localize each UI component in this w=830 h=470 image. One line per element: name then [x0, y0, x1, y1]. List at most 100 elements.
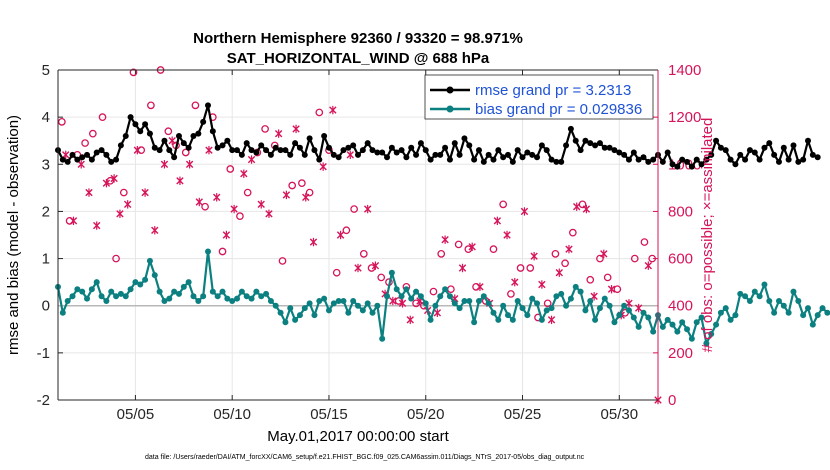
rmse-point — [475, 147, 482, 154]
bias-point — [379, 335, 386, 342]
bias-point — [645, 314, 652, 321]
bias-point — [717, 309, 724, 316]
rmse-point — [301, 151, 308, 158]
rmse-point — [74, 156, 81, 163]
obs-possible-marker — [394, 297, 403, 305]
rmse-point — [659, 158, 666, 165]
rmse-point — [229, 147, 236, 154]
bias-point — [650, 328, 657, 335]
rmse-point — [751, 149, 758, 156]
obs-assimilated-marker — [565, 244, 573, 254]
obs-assimilated-marker — [133, 145, 142, 155]
bias-point — [805, 305, 811, 312]
bias-point — [321, 295, 328, 302]
bias-point — [475, 298, 482, 304]
rmse-point — [127, 114, 134, 121]
bias-point — [413, 288, 420, 295]
x-ticks: 05/05 05/10 05/15 05/20 05/25 05/30 — [117, 70, 638, 423]
rmse-point — [761, 144, 768, 151]
bias-point — [185, 279, 192, 286]
bias-point — [780, 302, 787, 309]
rmse-point — [296, 144, 303, 151]
rmse-point — [495, 147, 502, 154]
bias-point — [751, 288, 758, 295]
rmse-point — [742, 156, 749, 163]
obs-possible-marker — [586, 275, 595, 284]
obs-assimilated-marker — [77, 160, 85, 169]
bias-point — [824, 309, 830, 316]
rmse-point — [785, 156, 792, 163]
rmse-point — [722, 147, 729, 154]
rmse-point — [645, 158, 652, 165]
bias-point — [166, 295, 173, 302]
rmse-point — [616, 149, 623, 156]
bias-point — [679, 319, 686, 326]
rmse-point — [253, 149, 260, 156]
bias-point — [790, 288, 797, 295]
legend-rmse-label: rmse grand pr = 3.2313 — [475, 82, 631, 99]
rmse-point — [325, 144, 332, 151]
bias-point — [127, 286, 134, 293]
obs-possible-marker — [464, 245, 473, 253]
rmse-point — [461, 135, 468, 142]
bias-point — [625, 307, 632, 314]
bias-point — [151, 272, 158, 279]
obs-assimilated-marker — [240, 169, 248, 178]
rmse-point — [592, 142, 599, 149]
rmse-point — [171, 154, 178, 161]
bias-point — [311, 312, 318, 319]
rmse-point — [756, 156, 763, 163]
bias-point — [785, 309, 792, 316]
bias-point — [224, 295, 231, 302]
rmse-point — [185, 144, 192, 151]
rmse-point — [311, 147, 318, 154]
rmse-point — [587, 140, 594, 147]
bias-point — [205, 248, 211, 255]
bias-point — [553, 293, 560, 300]
bias-point — [814, 312, 821, 319]
obs-assimilated-marker — [329, 105, 337, 115]
bias-point — [219, 288, 226, 295]
rmse-point — [679, 156, 686, 163]
obs-assimilated-marker — [185, 160, 194, 169]
obs-assimilated-marker — [644, 261, 653, 270]
rmse-point — [519, 154, 526, 161]
rmse-point — [393, 149, 400, 156]
y-right-tick-label: 400 — [668, 298, 693, 315]
bias-point — [592, 316, 599, 323]
rmse-point — [601, 144, 608, 151]
rmse-point — [800, 156, 807, 163]
bias-point — [253, 288, 260, 295]
rmse-point — [321, 133, 328, 139]
rmse-point — [688, 163, 695, 170]
rmse-point — [553, 158, 560, 165]
bias-point — [819, 305, 826, 312]
obs-possible-marker — [305, 188, 314, 197]
obs-assimilated-marker — [93, 221, 101, 230]
bias-point — [296, 312, 303, 319]
bias-point — [693, 319, 700, 326]
bias-point — [417, 293, 424, 300]
rmse-point — [630, 149, 637, 156]
bias-point — [737, 290, 744, 297]
rmse-point — [219, 142, 226, 149]
obs-possible-marker — [377, 273, 386, 282]
rmse-point — [64, 158, 71, 165]
obs-possible-marker — [454, 240, 463, 249]
bias-point — [340, 298, 347, 304]
obs-assimilated-marker — [195, 197, 203, 207]
bias-point — [277, 309, 284, 316]
rmse-point — [621, 151, 628, 158]
bias-point — [534, 300, 541, 307]
bias-point — [292, 316, 299, 323]
obs-assimilated-marker — [582, 204, 591, 214]
rmse-point — [69, 151, 76, 158]
obs-possible-marker — [218, 247, 227, 256]
obs-possible-marker — [526, 264, 535, 272]
rmse-point — [146, 130, 153, 137]
bias-point — [451, 300, 458, 307]
bias-point — [98, 293, 105, 300]
obs-assimilated-marker — [634, 303, 643, 313]
legend-rmse-marker — [446, 86, 454, 94]
rmse-point — [122, 133, 129, 139]
